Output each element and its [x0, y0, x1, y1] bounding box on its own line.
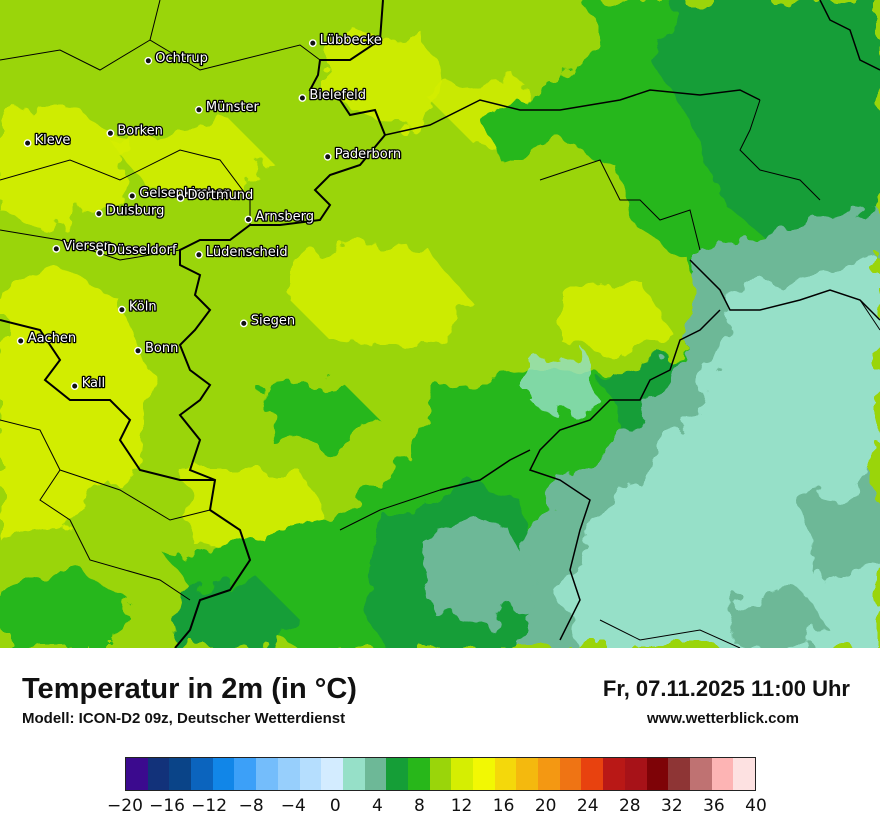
city-label: Kleve: [35, 133, 71, 148]
legend-swatch: [473, 758, 495, 790]
legend-tick: 16: [492, 796, 515, 816]
legend-tick: 40: [745, 796, 767, 816]
city-label: Münster: [206, 100, 260, 115]
legend-swatch: [538, 758, 560, 790]
city-dot: [134, 346, 142, 355]
city-label: Viersen: [63, 239, 112, 254]
legend-swatch: [603, 758, 625, 790]
legend-tick: 20: [534, 796, 557, 816]
forecast-datetime: Fr, 07.11.2025 11:00 Uhr: [602, 676, 850, 701]
city-label: Bielefeld: [309, 88, 366, 103]
legend-tick: 32: [661, 796, 683, 816]
legend-swatch: [342, 758, 365, 790]
city-dot: [144, 56, 153, 65]
city-dot: [298, 94, 307, 102]
legend-tick: −12: [191, 796, 228, 816]
legend-swatch: [624, 758, 647, 790]
city-dot: [118, 305, 126, 314]
city-dot: [128, 192, 137, 200]
city-label: Dortmund: [188, 188, 254, 203]
legend-tick: 12: [450, 796, 473, 816]
legend-swatch: [234, 758, 257, 790]
city-dot: [96, 248, 104, 257]
temperature-map: Lübbecke Ochtrup Bielefeld Münster Borken Kle…: [0, 0, 880, 648]
city-label: Lüdenscheid: [206, 245, 288, 260]
city-label: Arnsberg: [255, 210, 314, 225]
legend-tick: 4: [371, 796, 383, 816]
legend-swatch: [277, 758, 300, 790]
city-dot: [308, 39, 317, 47]
city-dot: [244, 215, 253, 224]
legend-swatch: [321, 758, 343, 790]
legend-swatch: [212, 758, 235, 790]
city-dot: [323, 152, 332, 161]
temperature-field: [0, 0, 880, 648]
legend-swatch: [126, 758, 148, 790]
borders: [0, 0, 880, 648]
legend-swatch: [407, 758, 430, 790]
legend-swatch: [364, 758, 387, 790]
city-dot: [239, 319, 248, 328]
city-label: Paderborn: [335, 147, 401, 162]
legend-swatch: [516, 758, 539, 790]
city-dot: [52, 244, 61, 253]
model-info: Modell: ICON-D2 09z, Deutscher Wetterdie…: [22, 710, 346, 727]
legend-swatch: [386, 758, 408, 790]
legend-swatch: [581, 758, 604, 790]
legend-tick: −8: [238, 796, 264, 816]
legend-swatch: [733, 758, 755, 790]
city-label: Siegen: [251, 313, 295, 328]
legend-swatch: [494, 758, 517, 790]
city-label: Düsseldorf: [107, 243, 177, 258]
legend-swatch: [169, 758, 192, 790]
city-label: Ochtrup: [155, 51, 208, 66]
legend-tick: −20: [107, 796, 143, 816]
legend-swatch: [559, 758, 582, 790]
legend-swatch: [191, 758, 213, 790]
city-dot: [70, 382, 79, 390]
city-label: Bonn: [145, 341, 178, 356]
city-dot: [176, 194, 185, 202]
legend-tick: 8: [414, 796, 425, 816]
city-markers: Lübbecke Ochtrup Bielefeld Münster Borken Kle…: [16, 32, 402, 392]
website-credit: www.wetterblick.com: [647, 710, 799, 727]
legend-swatch: [711, 758, 734, 790]
legend-ticks: −20 −16 −12 −8 −4 0 4 8 12 16 20 24 28 32 36 40: [0, 796, 880, 820]
city-label: Lübbecke: [320, 33, 382, 48]
city-label: Köln: [129, 300, 157, 315]
city-dot: [23, 139, 32, 148]
legend-swatch: [668, 758, 690, 790]
legend-swatch: [256, 758, 278, 790]
legend-tick: −16: [149, 796, 186, 816]
legend-swatch: [646, 758, 669, 790]
legend-swatch: [147, 758, 170, 790]
legend-tick: 28: [618, 796, 641, 816]
legend-tick: −4: [280, 796, 306, 816]
city-label: Gelsenkirchen: [139, 186, 232, 201]
city-dot: [16, 337, 25, 345]
city-label: Borken: [117, 123, 163, 138]
city-label: Kall: [82, 376, 106, 391]
city-dot: [106, 129, 115, 138]
city-label: Aachen: [28, 331, 76, 346]
legend-swatch: [451, 758, 473, 790]
temperature-legend: [125, 757, 756, 791]
map-title: Temperatur in 2m (in °C): [22, 673, 357, 705]
city-label: Duisburg: [106, 204, 164, 219]
legend-tick: 36: [703, 796, 725, 816]
legend-swatch: [429, 758, 452, 790]
city-dot: [194, 250, 203, 259]
legend-tick: 0: [329, 796, 341, 816]
legend-swatch: [689, 758, 712, 790]
legend-tick: 24: [576, 796, 599, 816]
city-dot: [95, 209, 103, 218]
city-dot: [194, 105, 203, 114]
legend-swatch: [299, 758, 322, 790]
